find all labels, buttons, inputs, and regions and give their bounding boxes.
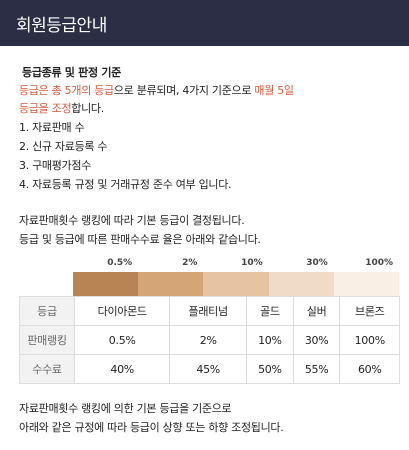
table-cell: 50%: [246, 354, 294, 384]
bar-segment-diamond: [73, 272, 139, 296]
grade-bronze: 브론즈: [339, 296, 400, 326]
bar-segment-platinum: [138, 272, 204, 296]
grade-ranking-bar: 0.5% 2% 10% 30% 100%: [73, 258, 400, 296]
table-cell: 100%: [339, 325, 400, 355]
intro-line-1: 등급은 총 5개의 등급으로 분류되며, 4가지 기준으로 매월 5일: [19, 82, 294, 99]
row-label: 수수료: [19, 354, 75, 384]
bar-segments: [73, 272, 400, 296]
table-cell: 55%: [292, 354, 341, 384]
description-line-2: 등급 및 등급에 따른 판매수수료 율은 아래와 같습니다.: [19, 233, 261, 246]
table-header-row: 등급 다이아몬드 플래티넘 골드 실버 브론즈: [19, 296, 400, 326]
table-cell: 0.5%: [73, 325, 171, 355]
grade-silver: 실버: [292, 296, 341, 326]
intro-highlight-monthly: 매월 5일: [254, 84, 294, 97]
table-cell: 40%: [73, 354, 171, 384]
intro-highlight-adjust: 등급을 조정: [19, 102, 72, 115]
bar-label: 10%: [241, 258, 263, 268]
intro-highlight-grade-count: 등급은 총 5개의 등급: [19, 84, 114, 97]
section-title: 등급종류 및 판정 기준: [22, 66, 121, 79]
grade-gold: 골드: [246, 296, 294, 326]
bar-label: 30%: [306, 258, 328, 268]
row-label: 판매랭킹: [19, 325, 75, 355]
intro-line-2: 등급을 조정합니다.: [19, 100, 104, 117]
table-row-ranking: 판매랭킹 0.5% 2% 10% 30% 100%: [19, 325, 400, 355]
intro-text: 으로 분류되며, 4가지 기준으로: [113, 84, 255, 97]
description-line-1: 자료판매횟수 랭킹에 따라 기본 등급이 결정됩니다.: [19, 214, 245, 227]
bar-label: 0.5%: [107, 258, 133, 268]
footer-line-1: 자료판매횟수 랭킹에 의한 기본 등급을 기준으로: [19, 402, 232, 415]
intro-text-end: 합니다.: [71, 102, 104, 115]
grade-diamond: 다이아몬드: [73, 296, 171, 326]
table-cell: 60%: [339, 354, 400, 384]
table-cell: 2%: [169, 325, 248, 355]
table-header-label: 등급: [19, 296, 75, 326]
table-cell: 10%: [246, 325, 294, 355]
criteria-item: 3. 구매평가점수: [19, 159, 92, 172]
bar-segment-bronze: [333, 272, 400, 296]
table-cell: 30%: [292, 325, 341, 355]
criteria-item: 1. 자료판매 수: [19, 121, 85, 134]
table-cell: 45%: [169, 354, 248, 384]
criteria-item: 4. 자료등록 규정 및 거래규정 준수 여부 입니다.: [19, 178, 232, 191]
grade-table: 등급 다이아몬드 플래티넘 골드 실버 브론즈 판매랭킹 0.5% 2% 10%…: [19, 296, 400, 384]
bar-label: 2%: [182, 258, 198, 268]
criteria-item: 2. 신규 자료등록 수: [19, 140, 108, 153]
table-row-fee: 수수료 40% 45% 50% 55% 60%: [19, 354, 400, 384]
bar-label: 100%: [365, 258, 394, 268]
bar-labels: 0.5% 2% 10% 30% 100%: [73, 258, 399, 272]
footer-line-2: 아래와 같은 규정에 따라 등급이 상향 또는 하향 조정됩니다.: [19, 421, 284, 434]
bar-segment-gold: [203, 272, 269, 296]
page-header: 회원등급안내: [0, 0, 409, 46]
page-title: 회원등급안내: [16, 15, 107, 36]
grade-platinum: 플래티넘: [169, 296, 248, 326]
bar-segment-silver: [268, 272, 334, 296]
